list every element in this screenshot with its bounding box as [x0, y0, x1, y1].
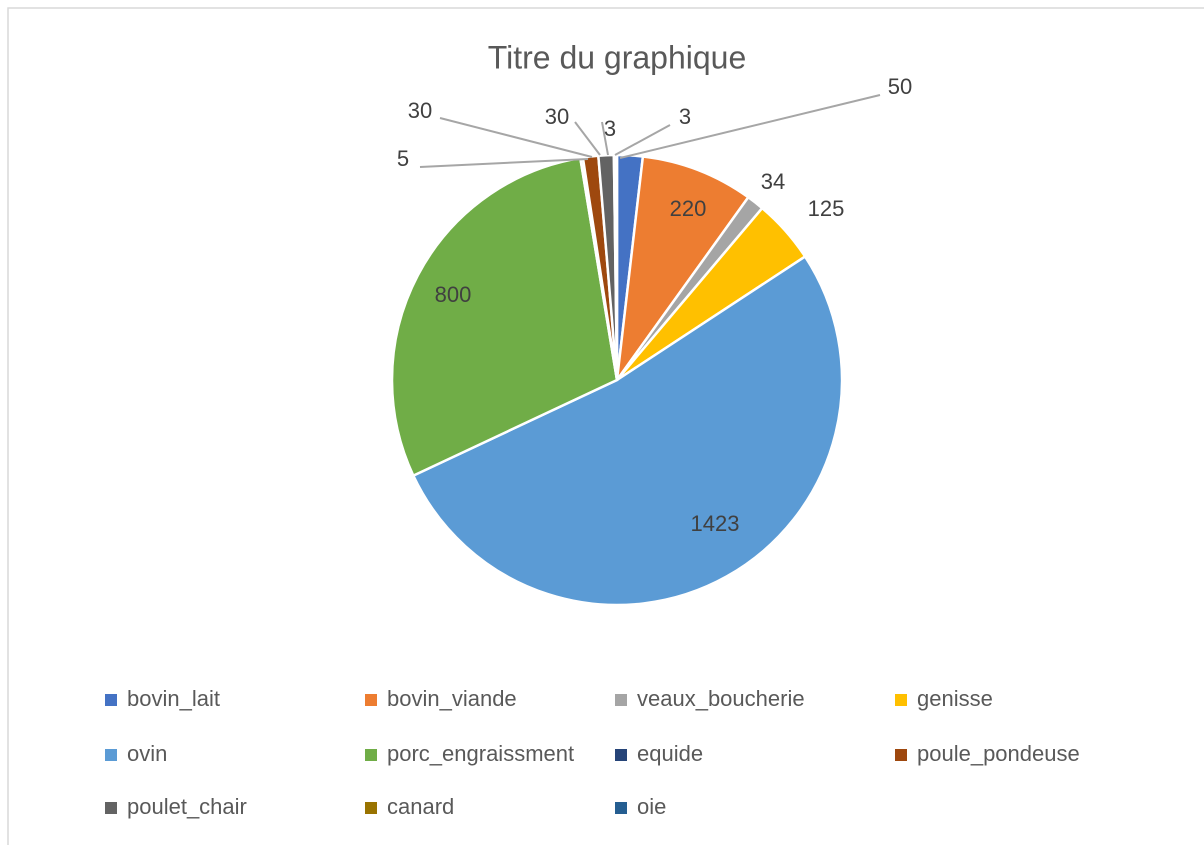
data-label: 220 — [670, 196, 707, 221]
legend-label: ovin — [127, 741, 167, 766]
legend-swatch — [615, 802, 627, 814]
pie-slice — [390, 156, 619, 478]
pie-slice — [411, 254, 844, 607]
data-label: 50 — [888, 74, 912, 99]
legend-swatch — [365, 694, 377, 706]
leader-line — [574, 121, 601, 156]
legend-label: veaux_boucherie — [637, 686, 805, 711]
legend-label: porc_engraissment — [387, 741, 574, 766]
data-label: 34 — [761, 169, 785, 194]
data-label: 800 — [435, 282, 472, 307]
leader-line — [419, 158, 589, 168]
data-label: 3 — [679, 104, 691, 129]
legend-swatch — [895, 749, 907, 761]
legend-swatch — [105, 749, 117, 761]
legend-label: equide — [637, 741, 703, 766]
legend-swatch — [615, 694, 627, 706]
legend-swatch — [895, 694, 907, 706]
data-label: 30 — [408, 98, 432, 123]
data-label: 3 — [604, 116, 616, 141]
legend-label: poule_pondeuse — [917, 741, 1080, 766]
legend-swatch — [365, 749, 377, 761]
data-label: 5 — [397, 146, 409, 171]
pie-slice — [614, 153, 619, 381]
leader-line — [619, 94, 881, 159]
leader-line — [614, 124, 671, 156]
data-label: 1423 — [691, 511, 740, 536]
legend-swatch — [105, 694, 117, 706]
data-label: 125 — [808, 196, 845, 221]
legend-label: bovin_viande — [387, 686, 517, 711]
pie-slice — [615, 155, 751, 385]
legend-label: oie — [637, 794, 666, 819]
legend-swatch — [365, 802, 377, 814]
legend-label: genisse — [917, 686, 993, 711]
data-label: 30 — [545, 104, 569, 129]
chart-title: Titre du graphique — [488, 39, 747, 75]
legend-label: poulet_chair — [127, 794, 247, 819]
legend-label: bovin_lait — [127, 686, 220, 711]
leader-line — [601, 121, 609, 156]
legend-swatch — [615, 749, 627, 761]
legend-swatch — [105, 802, 117, 814]
legend-label: canard — [387, 794, 454, 819]
leader-line — [439, 117, 593, 158]
